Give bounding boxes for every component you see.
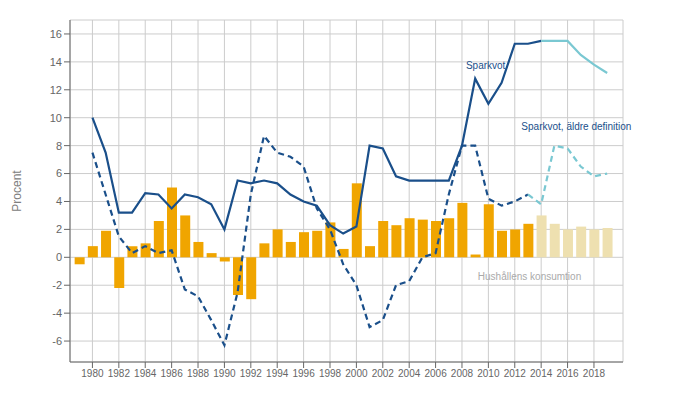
svg-text:2006: 2006 <box>424 368 447 379</box>
svg-text:Sparkvot, äldre definition: Sparkvot, äldre definition <box>521 121 631 132</box>
svg-text:-6: -6 <box>52 335 62 347</box>
svg-text:1994: 1994 <box>266 368 289 379</box>
svg-text:6: 6 <box>56 167 62 179</box>
svg-text:Sparkvot: Sparkvot <box>466 60 506 71</box>
svg-text:14: 14 <box>50 56 62 68</box>
svg-text:2008: 2008 <box>451 368 474 379</box>
svg-text:1982: 1982 <box>108 368 131 379</box>
svg-text:1988: 1988 <box>187 368 210 379</box>
svg-text:Hushållens konsumtion: Hushållens konsumtion <box>478 271 581 282</box>
svg-text:2012: 2012 <box>504 368 527 379</box>
svg-text:1986: 1986 <box>161 368 184 379</box>
svg-text:-2: -2 <box>52 279 62 291</box>
svg-text:2000: 2000 <box>345 368 368 379</box>
svg-text:1996: 1996 <box>292 368 315 379</box>
svg-text:1980: 1980 <box>81 368 104 379</box>
svg-text:2010: 2010 <box>477 368 500 379</box>
svg-text:0: 0 <box>56 251 62 263</box>
svg-text:1984: 1984 <box>134 368 157 379</box>
svg-text:Procent: Procent <box>10 170 24 212</box>
svg-text:1990: 1990 <box>213 368 236 379</box>
svg-text:2004: 2004 <box>398 368 421 379</box>
svg-text:2014: 2014 <box>530 368 553 379</box>
svg-text:12: 12 <box>50 84 62 96</box>
svg-text:2: 2 <box>56 223 62 235</box>
svg-text:10: 10 <box>50 112 62 124</box>
svg-text:4: 4 <box>56 195 62 207</box>
svg-text:16: 16 <box>50 28 62 40</box>
svg-text:2018: 2018 <box>583 368 606 379</box>
svg-text:1998: 1998 <box>319 368 342 379</box>
svg-text:1992: 1992 <box>240 368 263 379</box>
svg-text:8: 8 <box>56 140 62 152</box>
svg-text:2002: 2002 <box>372 368 395 379</box>
svg-text:2016: 2016 <box>556 368 579 379</box>
svg-text:-4: -4 <box>52 307 62 319</box>
